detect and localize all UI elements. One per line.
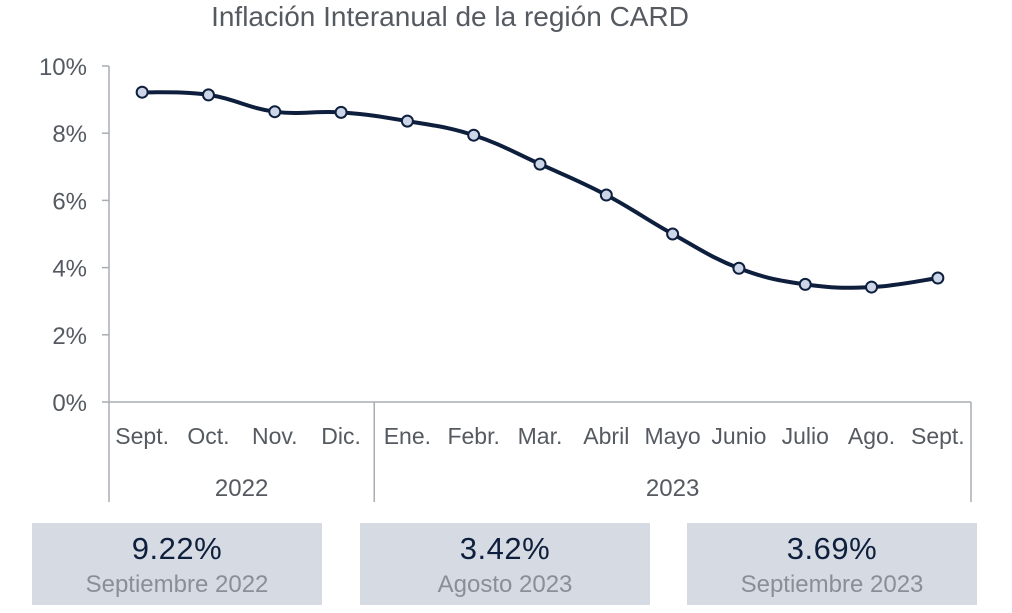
chart-title: Inflación Interanual de la región CARD <box>211 1 689 32</box>
year-group-label: 2022 <box>215 475 268 502</box>
summary-card-sept-2023: 3.69% Septiembre 2023 <box>687 523 977 605</box>
data-point <box>201 88 215 102</box>
data-point <box>732 261 746 275</box>
series-path <box>140 90 940 290</box>
data-point <box>798 277 812 291</box>
line-chart: Inflación Interanual de la región CARD 0… <box>39 1 972 502</box>
x-tick-labels: Sept. Oct. Nov. Dic. Ene. Febr. Mar. Abril Mayo J… <box>115 423 964 502</box>
x-tick-label: Oct. <box>187 423 229 449</box>
y-tick-label: 10% <box>39 54 87 81</box>
x-tick-label: Abril <box>583 423 629 449</box>
data-point <box>467 128 481 142</box>
y-tick-labels: 0% 2% 4% 6% 8% 10% <box>39 54 87 417</box>
summary-card-sept-2022: 9.22% Septiembre 2022 <box>32 523 322 605</box>
data-point <box>865 280 879 294</box>
series-line <box>140 90 940 290</box>
summary-value: 3.42% <box>459 531 551 566</box>
x-tick-label: Junio <box>711 423 766 449</box>
x-tick-label: Julio <box>782 423 829 449</box>
x-tick-label: Mar. <box>518 423 563 449</box>
summary-label: Septiembre 2023 <box>740 571 924 598</box>
y-tick-label: 8% <box>52 121 87 148</box>
x-tick-label: Dic. <box>321 423 361 449</box>
y-tick-label: 4% <box>52 256 87 283</box>
data-point <box>334 105 348 119</box>
y-tick-label: 0% <box>52 390 87 417</box>
summary-card-aug-2023: 3.42% Agosto 2023 <box>360 523 650 605</box>
x-tick-label: Mayo <box>644 423 700 449</box>
x-tick-label: Nov. <box>252 423 298 449</box>
year-group-label: 2023 <box>646 475 699 502</box>
data-point <box>931 271 945 285</box>
summary-label: Agosto 2023 <box>437 571 573 598</box>
x-tick-label: Febr. <box>447 423 499 449</box>
axes <box>102 65 972 502</box>
data-points <box>135 85 945 294</box>
data-point <box>135 85 149 99</box>
summary-value: 3.69% <box>786 531 878 566</box>
data-point <box>268 105 282 119</box>
data-point <box>666 227 680 241</box>
y-tick-label: 2% <box>52 323 87 350</box>
x-tick-label: Ene. <box>384 423 431 449</box>
summary-value: 9.22% <box>131 531 223 566</box>
data-point <box>599 188 613 202</box>
y-tick-label: 6% <box>52 188 87 215</box>
data-point <box>400 114 414 128</box>
data-point <box>533 157 547 171</box>
x-tick-label: Sept. <box>911 423 965 449</box>
summary-label: Septiembre 2022 <box>85 571 269 598</box>
x-tick-label: Sept. <box>115 423 169 449</box>
x-tick-label: Ago. <box>848 423 895 449</box>
